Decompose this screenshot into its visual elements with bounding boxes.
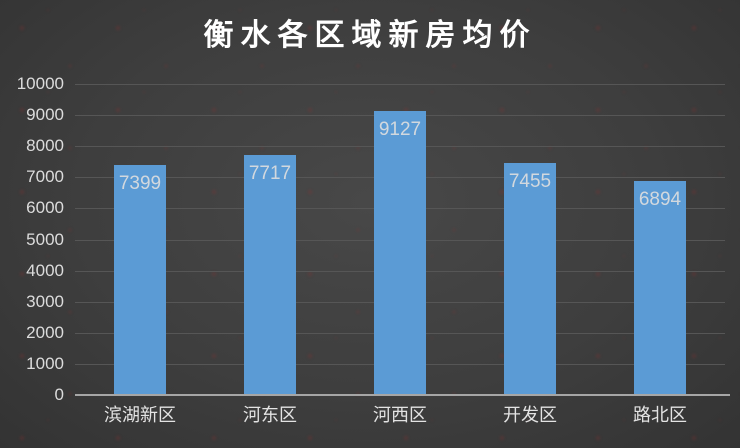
y-axis-tick-label: 4000 [26, 260, 64, 280]
y-axis-tick-label: 1000 [26, 353, 64, 373]
y-axis-tick-label: 3000 [26, 291, 64, 311]
y-axis-tick-label: 9000 [26, 105, 64, 125]
x-axis-category-label: 河西区 [373, 405, 427, 425]
x-axis-category-label: 河东区 [243, 405, 297, 425]
y-axis-tick-label: 0 [54, 385, 64, 404]
bar-value-label: 9127 [378, 119, 422, 141]
x-axis-category-label: 开发区 [503, 405, 557, 425]
bar-河西区: 9127 [374, 111, 426, 395]
bar-路北区: 6894 [634, 180, 686, 395]
bar-value-label: 6894 [638, 188, 682, 210]
bar-滨湖新区: 7399 [114, 164, 166, 395]
y-axis-tick-label: 2000 [26, 322, 64, 342]
bar-开发区: 7455 [504, 163, 556, 395]
x-axis-category-label: 路北区 [633, 405, 687, 425]
bar-value-label: 7717 [248, 163, 292, 185]
bar-value-label: 7399 [118, 172, 162, 194]
gridline [75, 84, 725, 85]
chart-title: 衡水各区域新房均价 [203, 19, 537, 52]
y-axis-tick-label: 7000 [26, 167, 64, 187]
bar-河东区: 7717 [244, 155, 296, 395]
plot-area: 7399 7717 9127 7455 6894 [75, 84, 725, 395]
y-axis-tick-label: 8000 [26, 136, 64, 156]
bar-value-label: 7455 [508, 171, 552, 193]
x-axis-line [75, 394, 730, 396]
y-axis-tick-label: 10000 [16, 74, 64, 93]
y-axis-tick-label: 6000 [26, 198, 64, 218]
x-axis-category-label: 滨湖新区 [104, 405, 176, 425]
y-axis-tick-label: 5000 [26, 229, 64, 249]
